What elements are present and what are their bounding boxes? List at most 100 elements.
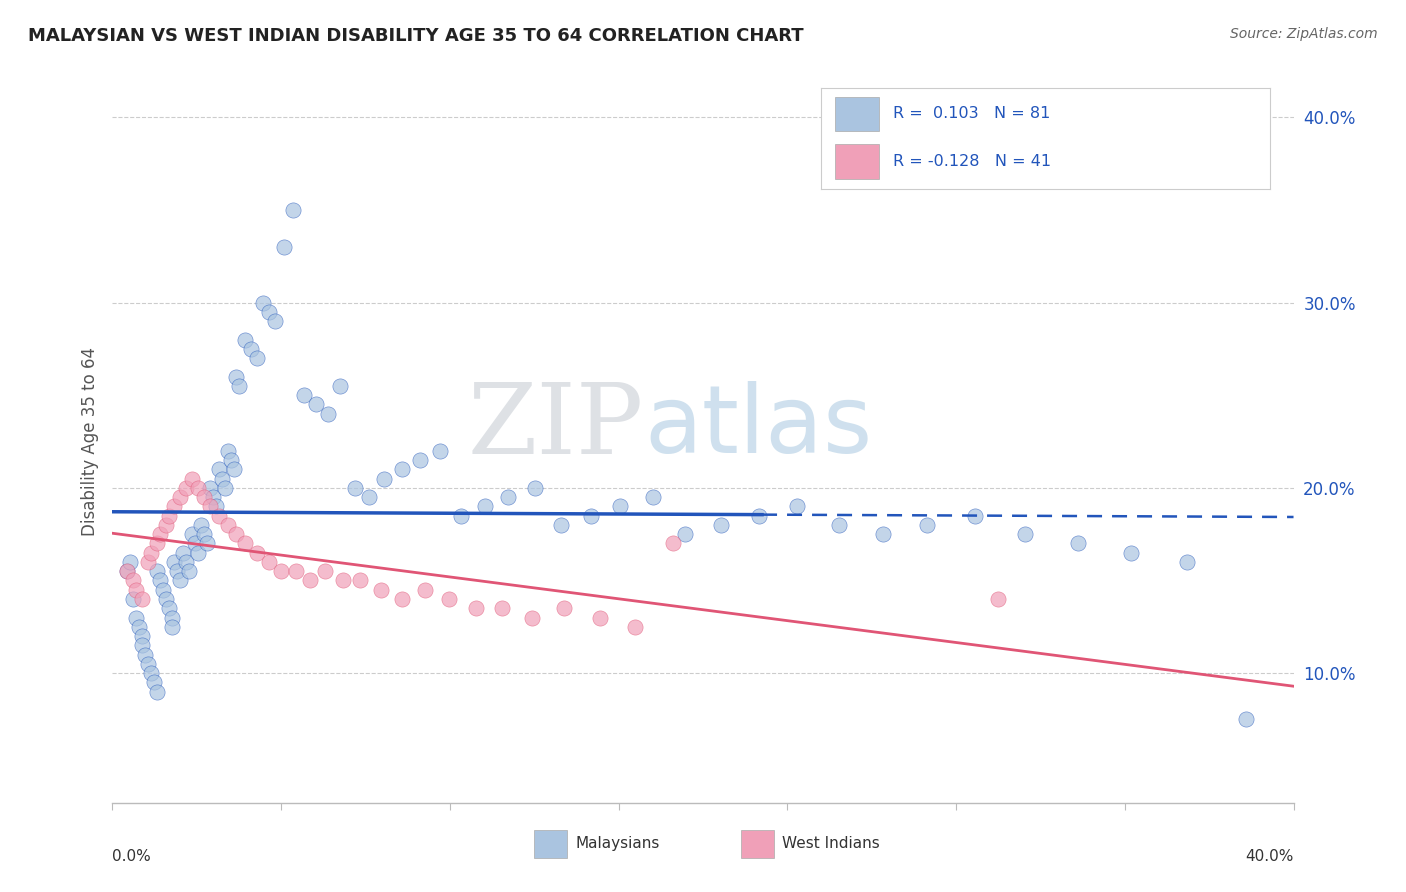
Point [370, 582, 392, 597]
Point [136, 657, 159, 671]
Point [963, 508, 986, 523]
Point [579, 508, 602, 523]
Point [174, 481, 197, 495]
Text: Source: ZipAtlas.com: Source: ZipAtlas.com [1230, 27, 1378, 41]
Point [198, 481, 221, 495]
Point [281, 202, 304, 217]
Point [520, 610, 543, 624]
Text: 0.0%: 0.0% [112, 849, 152, 864]
Point [588, 610, 610, 624]
Point [187, 546, 209, 560]
Point [160, 620, 183, 634]
Point [257, 305, 280, 319]
Point [166, 564, 188, 578]
Point [299, 574, 322, 588]
Point [391, 462, 413, 476]
Point [673, 527, 696, 541]
Point [246, 351, 269, 366]
Point [1119, 546, 1142, 560]
Point [146, 684, 169, 698]
Point [408, 453, 430, 467]
Point [174, 555, 197, 569]
Point [641, 490, 664, 504]
Point [211, 472, 233, 486]
Text: MALAYSIAN VS WEST INDIAN DISABILITY AGE 35 TO 64 CORRELATION CHART: MALAYSIAN VS WEST INDIAN DISABILITY AGE … [28, 27, 804, 45]
Point [222, 462, 245, 476]
Point [415, 582, 437, 597]
Point [225, 369, 247, 384]
Point [181, 527, 204, 541]
Point [359, 490, 381, 504]
Point [125, 582, 148, 597]
Point [246, 546, 269, 560]
Point [157, 601, 180, 615]
Point [464, 601, 486, 615]
Point [257, 555, 280, 569]
Point [163, 500, 186, 514]
Point [120, 555, 142, 569]
Point [157, 508, 180, 523]
Point [217, 517, 239, 532]
Point [169, 490, 191, 504]
Point [349, 574, 371, 588]
Point [131, 592, 153, 607]
Point [193, 527, 215, 541]
Point [205, 500, 228, 514]
Point [429, 443, 451, 458]
Point [523, 481, 546, 495]
Point [872, 527, 894, 541]
Point [187, 481, 209, 495]
Point [193, 490, 215, 504]
Point [184, 536, 207, 550]
Point [117, 564, 138, 578]
Point [149, 574, 172, 588]
Point [117, 564, 138, 578]
Point [128, 620, 150, 634]
Point [172, 546, 194, 560]
Point [270, 564, 292, 578]
Point [149, 527, 172, 541]
Point [139, 666, 162, 681]
Point [131, 629, 153, 643]
Point [662, 536, 685, 550]
Text: ZIP: ZIP [468, 379, 644, 475]
Point [1067, 536, 1090, 550]
Point [181, 472, 204, 486]
Point [609, 500, 631, 514]
Point [329, 379, 352, 393]
Point [710, 517, 733, 532]
Point [146, 536, 169, 550]
Point [142, 675, 165, 690]
Point [373, 472, 395, 486]
Point [284, 564, 307, 578]
Point [292, 388, 315, 402]
Point [332, 574, 354, 588]
Point [122, 574, 145, 588]
Point [146, 564, 169, 578]
Point [491, 601, 513, 615]
Point [786, 500, 808, 514]
Point [155, 592, 177, 607]
Point [195, 536, 218, 550]
Point [201, 490, 224, 504]
Point [1234, 713, 1257, 727]
Point [233, 536, 256, 550]
Point [553, 601, 575, 615]
Point [155, 517, 177, 532]
Point [987, 592, 1010, 607]
Point [131, 638, 153, 652]
Point [190, 517, 212, 532]
Point [1014, 527, 1036, 541]
Point [273, 240, 295, 254]
Point [240, 342, 263, 356]
Point [474, 500, 496, 514]
Point [496, 490, 519, 504]
Point [228, 379, 250, 393]
Point [163, 555, 186, 569]
Point [217, 443, 239, 458]
Point [828, 517, 851, 532]
Text: atlas: atlas [644, 381, 872, 473]
Point [264, 314, 287, 328]
Point [748, 508, 770, 523]
Point [122, 592, 145, 607]
